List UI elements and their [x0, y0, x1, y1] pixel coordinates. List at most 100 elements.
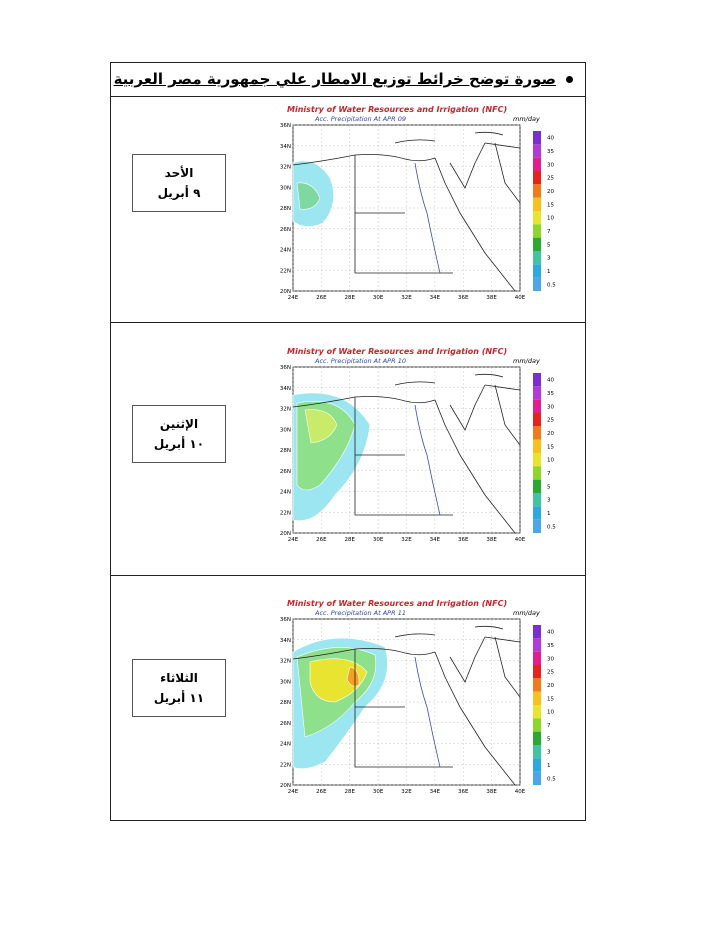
scale-swatch: [533, 466, 541, 480]
day-label: الإثنين ١٠ أبريل: [132, 405, 226, 463]
scale-swatch: [533, 771, 541, 785]
x-axis-label: 38E: [486, 789, 497, 795]
scale-swatch: [533, 251, 541, 265]
day-date: ١١ أبريل: [153, 691, 205, 705]
scale-swatch: [533, 157, 541, 171]
coastline: [292, 396, 436, 408]
scale-swatch: [533, 665, 541, 679]
row: [110, 575, 586, 821]
day-name: الأحد: [164, 166, 194, 180]
scale-swatch: [533, 131, 541, 145]
scale-label: 0.5: [547, 524, 556, 530]
day-date: ١٠ أبريل: [153, 437, 205, 451]
x-axis-label: 32E: [401, 789, 412, 795]
scale-swatch: [533, 211, 541, 225]
x-axis-label: 26E: [316, 537, 327, 543]
scale-swatch: [533, 651, 541, 665]
coastline: [292, 648, 436, 660]
x-axis-label: 24E: [288, 537, 299, 543]
cyprus: [474, 131, 504, 136]
scale-label: 3: [547, 256, 551, 262]
day-name: الإثنين: [159, 417, 199, 431]
y-axis-label: 32N: [280, 165, 291, 171]
x-axis-label: 32E: [401, 537, 412, 543]
crete: [394, 381, 436, 386]
scale-swatch: [533, 264, 541, 278]
borders-east: [484, 384, 521, 446]
scale-label: 15: [547, 696, 554, 702]
x-axis-label: 26E: [316, 789, 327, 795]
scale-swatch: [533, 224, 541, 238]
scale-label: 30: [547, 162, 554, 168]
header: صورة توضح خرائط توزيع الامطار علي جمهوري…: [110, 62, 586, 97]
scale-swatch: [533, 705, 541, 719]
scale-swatch: [533, 373, 541, 387]
sinai: [449, 384, 486, 431]
scale-label: 7: [547, 471, 551, 477]
borders-east: [484, 636, 521, 698]
y-axis-label: 22N: [280, 510, 291, 516]
x-axis-label: 30E: [373, 789, 384, 795]
scale-label: 40: [547, 630, 554, 636]
scale-swatch: [533, 718, 541, 732]
x-axis-label: 24E: [288, 295, 299, 301]
x-axis-label: 30E: [373, 295, 384, 301]
x-axis-label: 36E: [458, 537, 469, 543]
y-axis-label: 28N: [280, 448, 291, 454]
sinai: [449, 636, 486, 683]
bullet: [566, 76, 573, 83]
red-sea-coast: [434, 157, 516, 292]
day-label: الثلاثاء ١١ أبريل: [132, 659, 226, 717]
scale-swatch: [533, 439, 541, 453]
rain-map: Ministry of Water Resources and Irrigati…: [280, 105, 556, 301]
crete: [394, 633, 436, 638]
y-axis-label: 28N: [280, 206, 291, 212]
day-name: الثلاثاء: [160, 671, 198, 685]
border: [354, 397, 453, 516]
scale-swatch: [533, 277, 541, 291]
scale-label: 35: [547, 391, 554, 397]
scale-label: 5: [547, 484, 551, 490]
scale-label: 25: [547, 418, 554, 424]
scale-label: 10: [547, 458, 554, 464]
x-axis-label: 40E: [515, 295, 526, 301]
y-axis-label: 24N: [280, 490, 291, 496]
scale-swatch: [533, 171, 541, 185]
crete: [394, 139, 436, 144]
x-axis-label: 32E: [401, 295, 412, 301]
border: [354, 649, 453, 768]
scale-label: 7: [547, 229, 551, 235]
scale-swatch: [533, 426, 541, 440]
scale-label: 20: [547, 683, 554, 689]
y-axis-label: 22N: [280, 762, 291, 768]
nile: [414, 404, 441, 516]
scale-label: 20: [547, 431, 554, 437]
scale-swatch: [533, 386, 541, 400]
cyprus: [474, 625, 504, 630]
map-title: Ministry of Water Resources and Irrigati…: [287, 347, 507, 356]
scale-swatch: [533, 144, 541, 158]
map-unit: mm/day: [513, 357, 540, 365]
y-axis-label: 32N: [280, 407, 291, 413]
x-axis-label: 24E: [288, 789, 299, 795]
nile: [414, 656, 441, 768]
scale-label: 15: [547, 202, 554, 208]
cyprus: [474, 373, 504, 378]
scale-swatch: [533, 479, 541, 493]
y-axis-label: 34N: [280, 638, 291, 644]
scale-swatch: [533, 519, 541, 533]
y-axis-label: 26N: [280, 721, 291, 727]
scale-label: 7: [547, 723, 551, 729]
scale-label: 3: [547, 750, 551, 756]
scale-swatch: [533, 731, 541, 745]
scale-label: 30: [547, 656, 554, 662]
scale-label: 35: [547, 643, 554, 649]
scale-swatch: [533, 638, 541, 652]
border: [354, 155, 453, 274]
x-axis-label: 34E: [430, 295, 441, 301]
y-axis-label: 36N: [280, 123, 291, 129]
rain-area: [296, 182, 321, 210]
y-axis-label: 20N: [280, 783, 291, 789]
map-unit: mm/day: [513, 115, 540, 123]
